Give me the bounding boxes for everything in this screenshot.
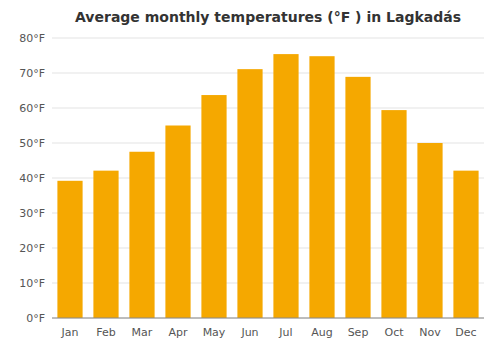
- x-tick-label: Jun: [240, 326, 258, 339]
- y-tick-label: 20°F: [19, 242, 45, 255]
- grid-line: [52, 73, 484, 74]
- y-tick-label: 10°F: [19, 277, 45, 290]
- x-tick-label: Jul: [278, 326, 292, 339]
- x-tick-label: Dec: [455, 326, 476, 339]
- bar: [345, 77, 370, 318]
- y-tick-label: 40°F: [19, 172, 45, 185]
- x-tick-label: Jan: [61, 326, 79, 339]
- bar: [381, 110, 406, 318]
- x-tick-label: Sep: [348, 326, 369, 339]
- bar: [129, 152, 154, 318]
- y-axis: 0°F 10°F 20°F 30°F 40°F 50°F 60°F 70°F 80°F: [19, 32, 45, 325]
- y-tick-label: 70°F: [19, 67, 45, 80]
- y-tick-label: 50°F: [19, 137, 45, 150]
- bars: [57, 54, 478, 318]
- bar: [57, 181, 82, 318]
- bar: [453, 171, 478, 318]
- x-tick-label: Aug: [311, 326, 332, 339]
- chart: Average monthly temperatures (°F ) in La…: [0, 0, 500, 350]
- y-tick-label: 60°F: [19, 102, 45, 115]
- bar: [201, 95, 226, 318]
- x-tick-label: Feb: [96, 326, 115, 339]
- x-axis: Jan Feb Mar Apr May Jun Jul Aug Sep Oct Nov Dec: [52, 318, 484, 339]
- y-tick-label: 80°F: [19, 32, 45, 45]
- grid-line: [52, 38, 484, 39]
- x-tick-label: May: [203, 326, 226, 339]
- grid-line: [52, 108, 484, 109]
- grid-line: [52, 318, 484, 319]
- bar: [165, 126, 190, 319]
- bar: [237, 69, 262, 318]
- bar: [273, 54, 298, 318]
- bar: [417, 143, 442, 318]
- x-tick-label: Oct: [384, 326, 404, 339]
- title: Average monthly temperatures (°F ) in La…: [75, 9, 461, 25]
- y-tick-label: 30°F: [19, 207, 45, 220]
- bar: [93, 171, 118, 318]
- x-tick-label: Nov: [419, 326, 441, 339]
- x-axis-line: [52, 318, 484, 319]
- y-tick-label: 0°F: [26, 312, 45, 325]
- grid: [52, 38, 484, 318]
- chart-container: Average monthly temperatures (°F ) in La…: [0, 0, 500, 350]
- bar: [309, 56, 334, 318]
- x-tick-label: Mar: [132, 326, 153, 339]
- x-tick-label: Apr: [168, 326, 188, 339]
